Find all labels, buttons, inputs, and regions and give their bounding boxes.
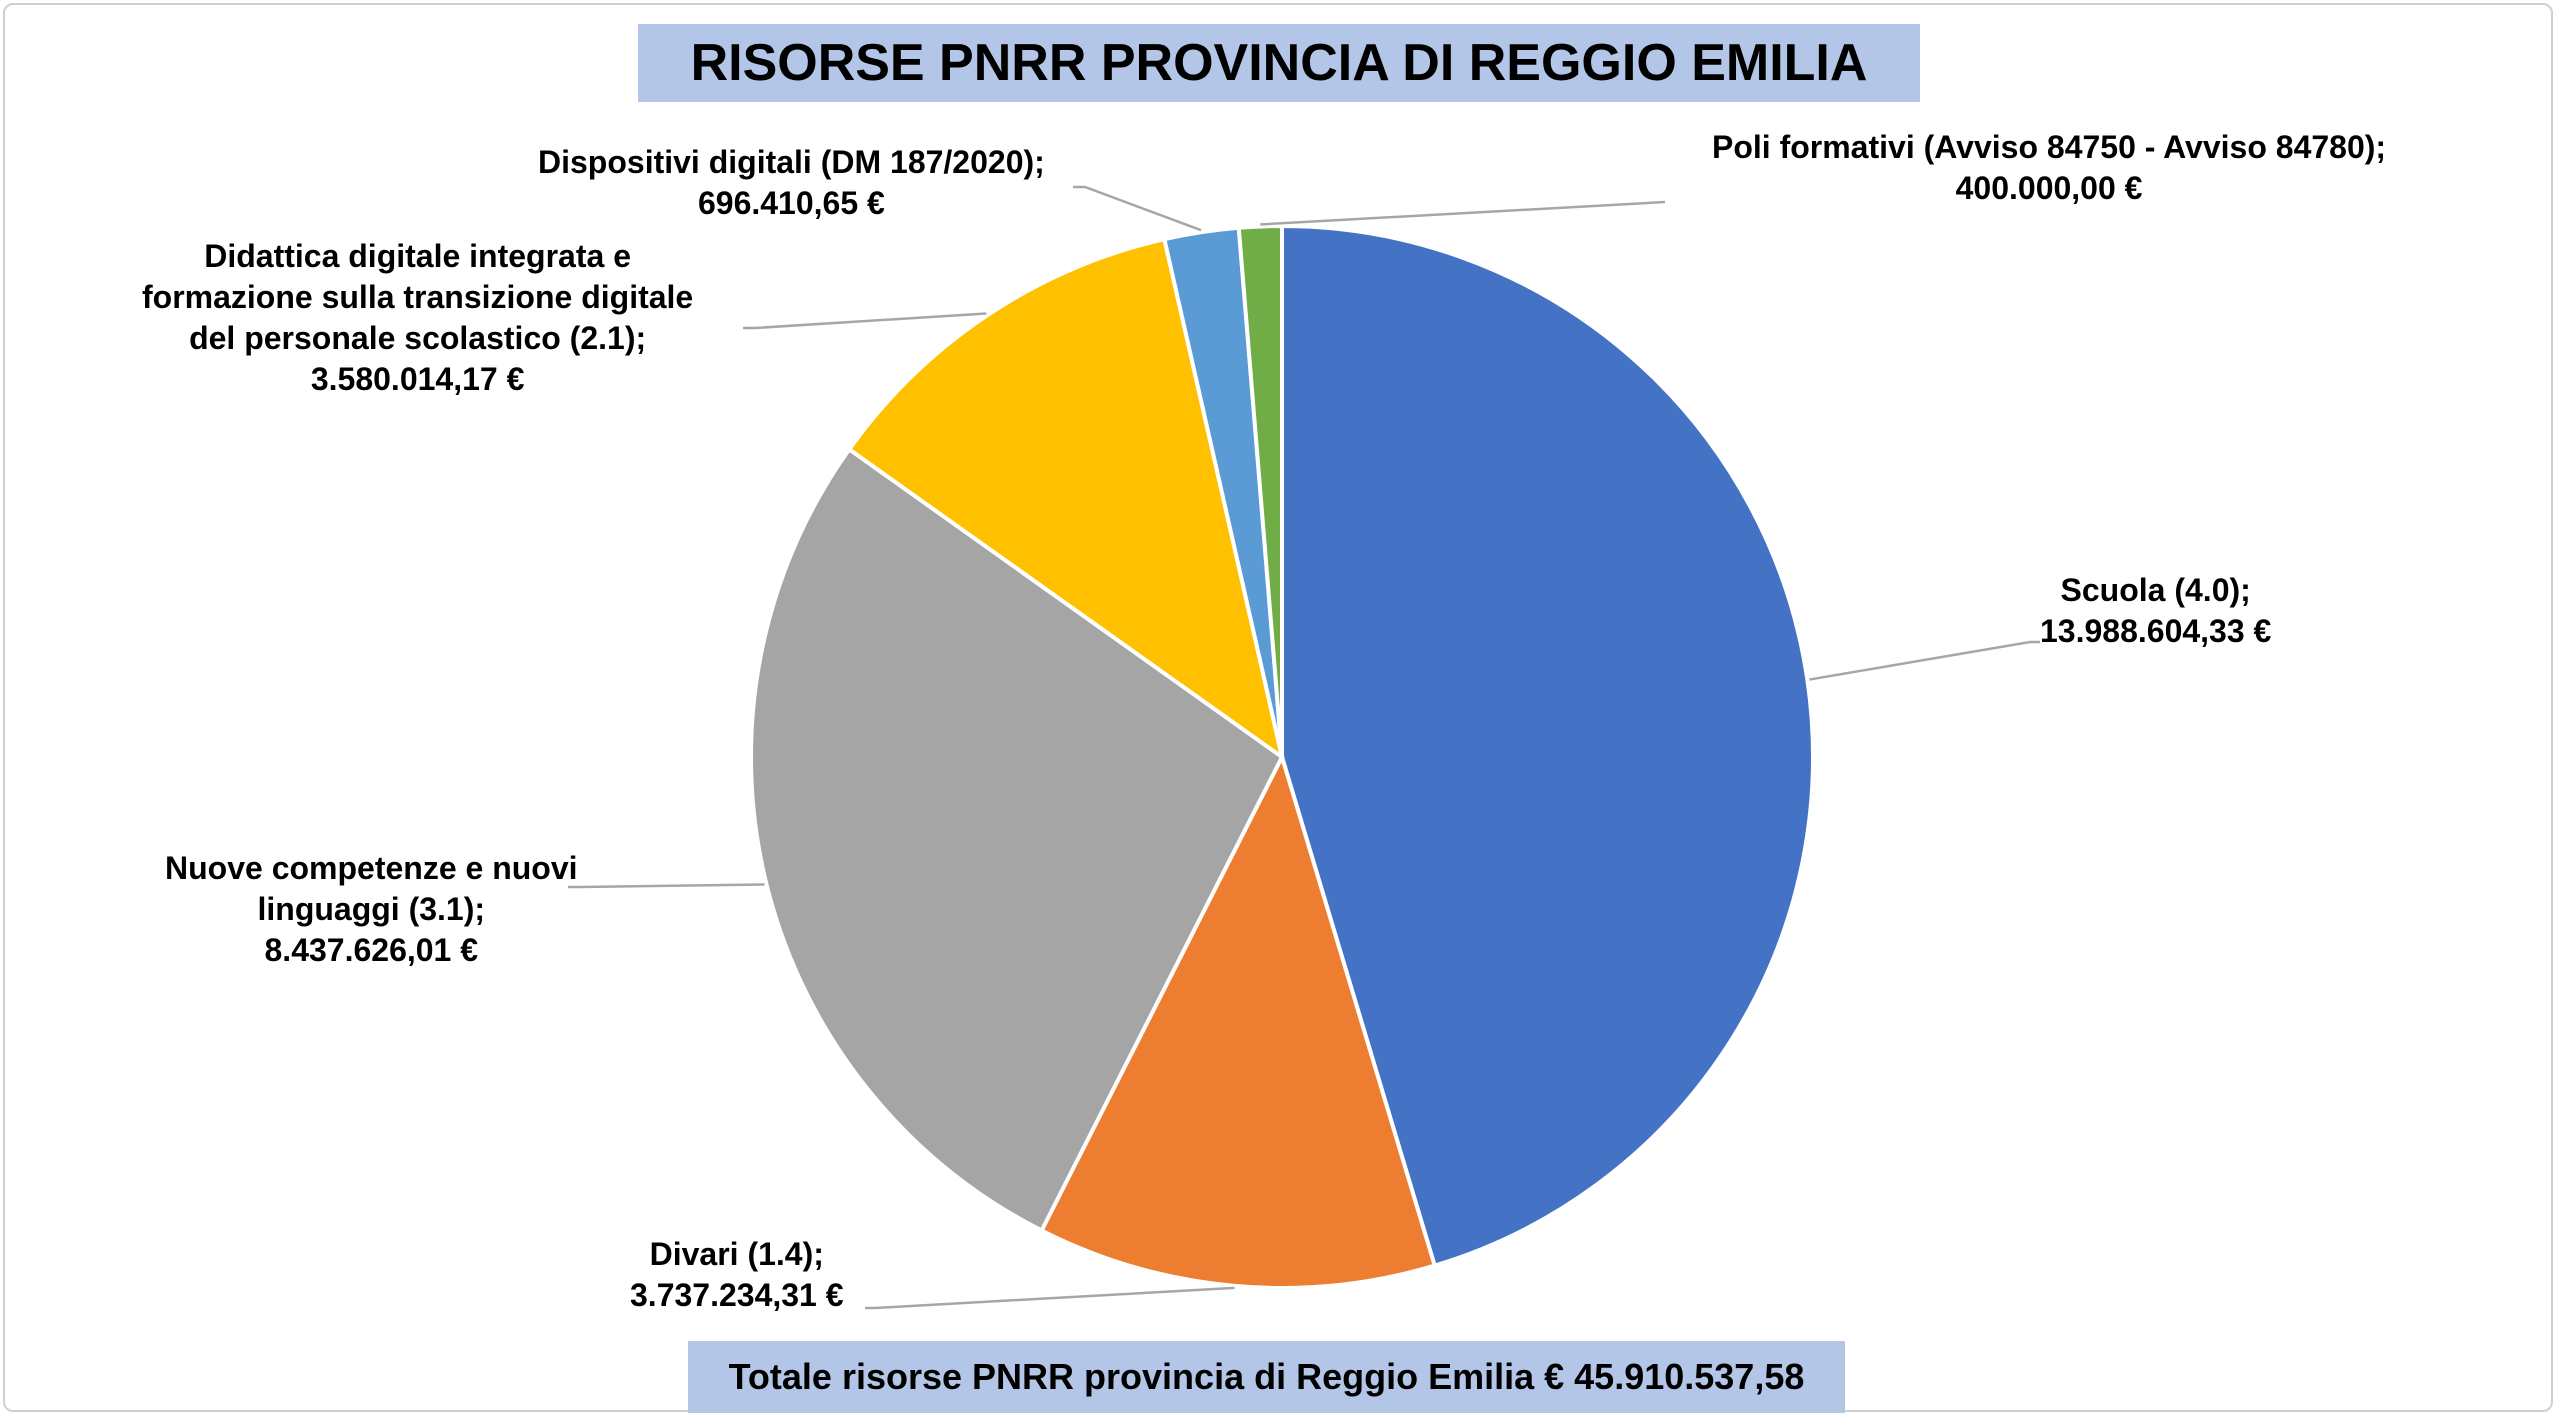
label-dispositivi-name: Dispositivi digitali (DM 187/2020); [538,144,1045,180]
label-divari-value: 3.737.234,31 € [630,1277,844,1313]
label-didattica-line1: Didattica digitale integrata e [204,238,631,274]
total-box: Totale risorse PNRR provincia di Reggio … [688,1341,1845,1413]
label-poli-name: Poli formativi (Avviso 84750 - Avviso 84… [1712,129,2387,165]
label-nuove-line2: linguaggi (3.1); [257,891,486,927]
label-scuola-value: 13.988.604,33 € [2040,613,2272,649]
label-didattica-value: 3.580.014,17 € [310,361,525,397]
label-nuove-line1: Nuove competenze e nuovi [165,850,578,886]
leader-divari [865,1286,1235,1310]
leader-didattica-digitale [743,312,987,330]
slice-nuove-competenze [749,446,1285,1234]
label-didattica-line3: del personale scolastico (2.1); [189,320,647,356]
leader-scuola [1809,640,2040,681]
label-poli-formativi: Poli formativi (Avviso 84750 - Avviso 84… [1712,127,2386,209]
label-divari-name: Divari (1.4); [649,1236,824,1272]
label-nuove-competenze: Nuove competenze e nuovi linguaggi (3.1)… [165,848,578,971]
leader-nuove-competenze [568,883,765,889]
total-label: Totale risorse PNRR provincia di Reggio … [728,1356,1805,1397]
chart-title-box: RISORSE PNRR PROVINCIA DI REGGIO EMILIA [638,24,1920,102]
label-dispositivi-digitali: Dispositivi digitali (DM 187/2020); 696.… [538,142,1045,224]
slice-divari [1038,751,1438,1290]
slice-scuola [1280,223,1815,1269]
slice-didattica-digitale [846,236,1286,762]
leader-poli-formativi [1260,200,1666,226]
label-dispositivi-value: 696.410,65 € [697,185,885,221]
label-scuola: Scuola (4.0); 13.988.604,33 € [2040,570,2271,652]
label-divari: Divari (1.4); 3.737.234,31 € [630,1234,844,1316]
leader-dispositivi-digitali [1073,185,1202,232]
label-nuove-value: 8.437.626,01 € [264,932,479,968]
label-poli-value: 400.000,00 € [1955,170,2143,206]
label-didattica-line2: formazione sulla transizione digitale [142,279,694,315]
slice-poli-formativi [1236,223,1284,758]
label-didattica-digitale: Didattica digitale integrata e formazion… [142,236,693,400]
chart-title: RISORSE PNRR PROVINCIA DI REGGIO EMILIA [690,34,1868,92]
label-scuola-name: Scuola (4.0); [2060,572,2251,608]
